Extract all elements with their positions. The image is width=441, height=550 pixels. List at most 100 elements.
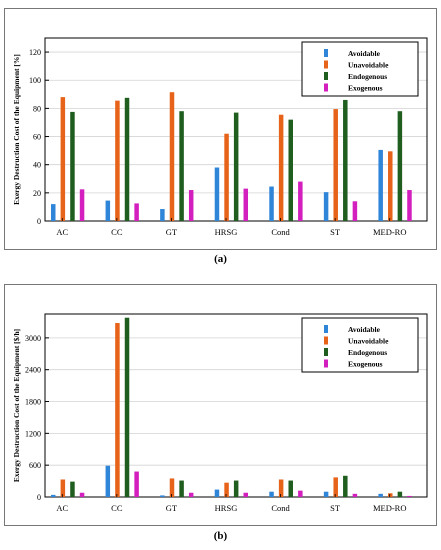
chart-b-bar-gt-endogenous bbox=[179, 480, 184, 497]
chart-a-category-label: GT bbox=[166, 227, 178, 237]
chart-b-ytick-label: 1200 bbox=[25, 429, 41, 438]
chart-a-ytick-label: 40 bbox=[33, 161, 41, 170]
chart-b-bar-st-avoidable bbox=[323, 491, 329, 497]
chart-b-bar-gt-unavoidable bbox=[169, 478, 175, 497]
chart-b-bar-med-ro-unavoidable bbox=[388, 493, 393, 497]
chart-b-bar-ac-endogenous bbox=[70, 481, 75, 497]
chart-a-bar-cond-unavoidable bbox=[278, 114, 284, 221]
chart-b-category-label: CC bbox=[111, 503, 123, 513]
chart-b-ytick-label: 1800 bbox=[25, 398, 41, 407]
chart-b-legend-swatch-exogenous bbox=[324, 359, 328, 368]
chart-a-legend-swatch-unavoidable bbox=[324, 60, 328, 69]
chart-a-legend-swatch-endogenous bbox=[324, 72, 328, 80]
chart-a-bar-med-ro-avoidable bbox=[378, 149, 383, 221]
chart-b-bar-cond-exogenous bbox=[298, 490, 303, 497]
chart-a-legend-box bbox=[301, 41, 419, 97]
chart-a-bar-med-ro-unavoidable bbox=[388, 151, 393, 221]
chart-a-category-label: MED-RO bbox=[373, 227, 407, 237]
chart-a-bar-cc-exogenous bbox=[134, 203, 139, 221]
chart-b-category-label: Cond bbox=[271, 503, 290, 513]
chart-a-bar-cond-exogenous bbox=[298, 181, 303, 221]
chart-a-bar-hrsg-exogenous bbox=[243, 188, 249, 221]
chart-a-bar-st-avoidable bbox=[323, 192, 329, 221]
chart-a-bar-ac-exogenous bbox=[79, 189, 85, 221]
chart-b-bar-med-ro-endogenous bbox=[397, 491, 403, 497]
chart-b-bar-st-endogenous bbox=[343, 475, 348, 497]
chart-b-category-label: MED-RO bbox=[373, 503, 407, 513]
chart-a-bar-gt-unavoidable bbox=[169, 92, 175, 221]
chart-a-category-label: AC bbox=[56, 227, 68, 237]
chart-b-ytick-label: 600 bbox=[29, 461, 41, 470]
chart-a-bar-hrsg-endogenous bbox=[233, 112, 239, 221]
chart-a-bar-gt-exogenous bbox=[188, 190, 194, 221]
chart-a-bar-cond-avoidable bbox=[269, 186, 274, 221]
chart-b-legend-box bbox=[301, 317, 419, 373]
chart-a-ytick-label: 80 bbox=[33, 104, 41, 113]
chart-a-bar-ac-endogenous bbox=[70, 111, 75, 221]
chart-b-legend-swatch-endogenous bbox=[324, 348, 328, 356]
chart-b-ytick-label: 0 bbox=[37, 493, 41, 502]
chart-b-bar-ac-unavoidable bbox=[60, 479, 66, 497]
chart-b-legend-label: Avoidable bbox=[348, 325, 381, 334]
chart-a-ytick-label: 60 bbox=[33, 133, 41, 142]
chart-a-ytick-label: 20 bbox=[33, 189, 41, 198]
chart-a-bar-st-endogenous bbox=[343, 99, 348, 221]
chart-b-bar-st-unavoidable bbox=[333, 477, 338, 497]
chart-b-bar-hrsg-exogenous bbox=[243, 492, 249, 497]
chart-b-ylabel: Exergy Destruction Cost of the Equipment… bbox=[12, 329, 21, 482]
chart-b-category-label: AC bbox=[56, 503, 68, 513]
chart-a-ytick-label: 0 bbox=[37, 217, 41, 226]
chart-a-legend-label: Avoidable bbox=[348, 49, 381, 58]
chart-b-bar-ac-avoidable bbox=[51, 494, 56, 497]
chart-a-bar-cc-avoidable bbox=[105, 200, 111, 221]
chart-a-bar-gt-avoidable bbox=[160, 209, 165, 221]
chart-a-bar-ac-avoidable bbox=[51, 204, 56, 221]
chart-a-legend-label: Endogenous bbox=[348, 72, 387, 81]
chart-a-ylabel: Exergy Destruction Cost of the Equipment… bbox=[12, 54, 21, 205]
chart-b-legend-swatch-unavoidable bbox=[324, 336, 328, 345]
chart-a-ytick-label: 120 bbox=[29, 48, 41, 57]
chart-a-category-label: Cond bbox=[271, 227, 290, 237]
chart-a-svg: 0 20 40 60 80 100 120 Exergy Destruction Cost o… bbox=[12, 37, 428, 237]
chart-a-bar-st-exogenous bbox=[352, 201, 358, 221]
chart-b-bar-cc-endogenous bbox=[124, 317, 130, 497]
chart-a-category-label: CC bbox=[111, 227, 123, 237]
chart-b-bar-cc-unavoidable bbox=[115, 323, 120, 497]
chart-b-category-label: HRSG bbox=[215, 503, 238, 513]
chart-a-bar-med-ro-endogenous bbox=[397, 111, 403, 221]
chart-a-legend-label: Exogenous bbox=[348, 84, 383, 93]
caption-a: (a) bbox=[214, 253, 227, 265]
chart-a-bar-st-unavoidable bbox=[333, 109, 338, 221]
chart-b-legend-swatch-avoidable bbox=[324, 325, 328, 333]
chart-a-legend-swatch-exogenous bbox=[324, 83, 328, 92]
chart-b-bar-hrsg-avoidable bbox=[214, 489, 220, 497]
chart-b-bar-st-exogenous bbox=[352, 493, 358, 497]
chart-panel-b: 0 600 1200 1800 2400 3000 Exergy Destruction C… bbox=[4, 284, 437, 526]
chart-b-bar-gt-exogenous bbox=[188, 492, 194, 497]
chart-a-ytick-label: 100 bbox=[29, 76, 41, 85]
chart-b-legend-label: Exogenous bbox=[348, 360, 383, 369]
chart-a-bar-hrsg-unavoidable bbox=[224, 133, 229, 221]
chart-b-bar-hrsg-unavoidable bbox=[224, 482, 229, 497]
chart-b-legend-label: Unavoidable bbox=[348, 337, 389, 346]
chart-b-bar-med-ro-avoidable bbox=[378, 493, 383, 497]
chart-b-bar-hrsg-endogenous bbox=[233, 480, 239, 497]
chart-a-bar-ac-unavoidable bbox=[60, 97, 66, 221]
chart-a-legend-swatch-avoidable bbox=[324, 49, 328, 57]
chart-b-category-label: ST bbox=[330, 503, 341, 513]
chart-a-bar-gt-endogenous bbox=[179, 111, 184, 221]
chart-b-category-label: GT bbox=[166, 503, 178, 513]
chart-b-bar-cond-unavoidable bbox=[278, 479, 284, 497]
chart-b-svg: 0 600 1200 1800 2400 3000 Exergy Destruction C… bbox=[12, 313, 428, 513]
chart-a-legend-label: Unavoidable bbox=[348, 61, 389, 70]
chart-b-bar-cc-avoidable bbox=[105, 465, 111, 497]
chart-a-bar-cond-endogenous bbox=[288, 119, 293, 221]
chart-a-category-label: HRSG bbox=[215, 227, 238, 237]
chart-b-bar-gt-avoidable bbox=[160, 495, 165, 497]
chart-b-bar-cond-avoidable bbox=[269, 491, 274, 497]
chart-b-ytick-label: 3000 bbox=[25, 334, 41, 343]
chart-a-bar-med-ro-exogenous bbox=[407, 190, 412, 221]
chart-b-bar-med-ro-exogenous bbox=[407, 495, 412, 497]
chart-b-ytick-label: 2400 bbox=[25, 366, 41, 375]
chart-b-bar-ac-exogenous bbox=[79, 492, 85, 497]
